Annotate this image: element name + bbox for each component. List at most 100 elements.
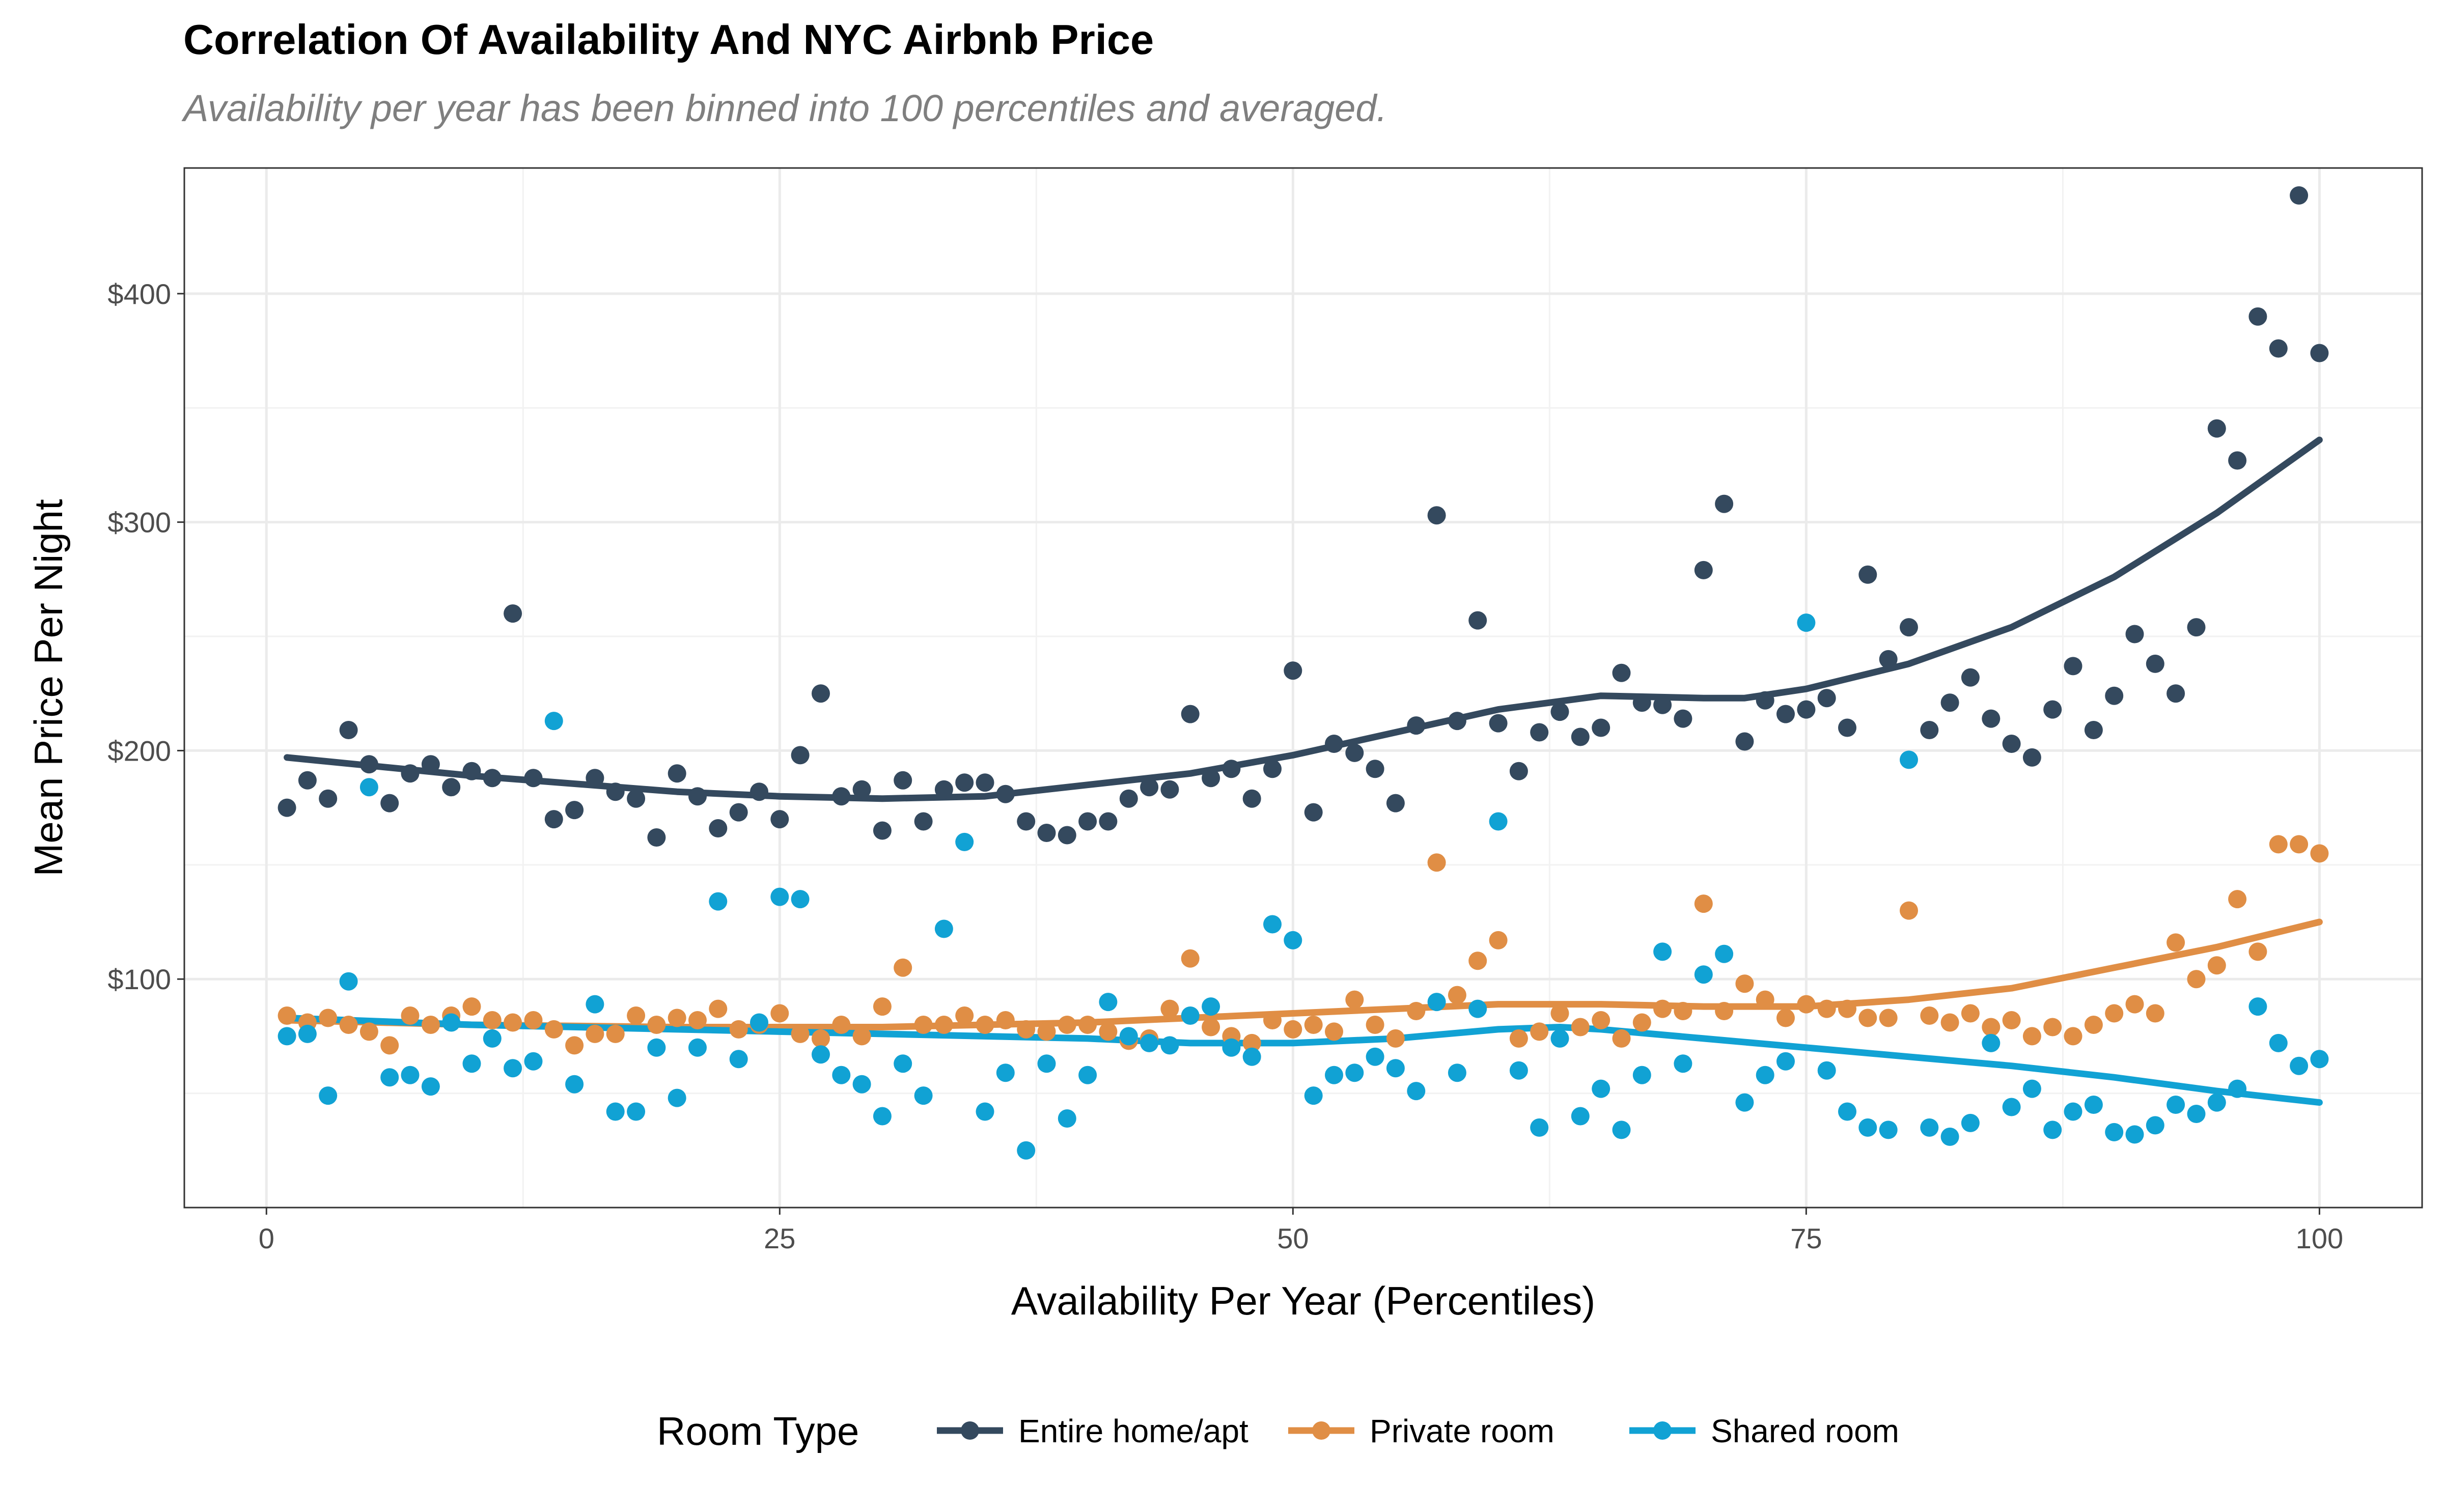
data-point [1694, 561, 1713, 579]
legend-label: Entire home/apt [1018, 1413, 1248, 1449]
data-point [1160, 780, 1179, 799]
data-point [1160, 1036, 1179, 1055]
data-point [976, 1016, 994, 1034]
data-point [934, 1016, 953, 1034]
data-point [1776, 1052, 1795, 1071]
data-point [359, 755, 378, 774]
data-point [1242, 1047, 1261, 1066]
data-point [1961, 668, 1980, 687]
data-point [339, 1016, 358, 1034]
data-point [2269, 835, 2288, 854]
data-point [709, 999, 728, 1018]
x-axis: 0 25 50 75 100 [259, 1208, 2343, 1254]
data-point [688, 787, 707, 806]
data-point [2310, 844, 2329, 863]
data-point [1509, 1029, 1528, 1048]
data-point [339, 721, 358, 739]
data-point [852, 1027, 871, 1046]
data-point [1982, 709, 2001, 728]
data-point [586, 995, 604, 1014]
data-point [1263, 1011, 1282, 1029]
data-point [1037, 824, 1056, 842]
data-point [688, 1011, 707, 1029]
data-point [2187, 970, 2206, 989]
data-point [1817, 1061, 1836, 1080]
data-point [1304, 803, 1323, 822]
data-point [791, 746, 810, 765]
data-point [1489, 812, 1508, 831]
data-point [709, 892, 728, 911]
data-point [2248, 997, 2267, 1016]
data-point [1263, 760, 1282, 778]
data-point [1530, 1118, 1549, 1137]
data-point [504, 1013, 522, 1032]
data-point [421, 755, 440, 774]
data-point [1099, 993, 1118, 1012]
data-point [2248, 942, 2267, 961]
data-point [832, 787, 851, 806]
data-point [1304, 1086, 1323, 1105]
data-point [770, 1004, 789, 1023]
data-point [1427, 506, 1446, 525]
data-point [1632, 1066, 1651, 1084]
y-tick-label: $300 [107, 507, 171, 539]
data-point [1592, 1079, 1610, 1098]
data-point [750, 1013, 768, 1032]
data-point [1345, 990, 1364, 1009]
data-point [2310, 344, 2329, 362]
data-point [1632, 693, 1651, 712]
data-point [1427, 993, 1446, 1012]
data-point [2022, 1079, 2041, 1098]
data-point [1900, 618, 1918, 637]
data-point [544, 810, 563, 829]
data-point [483, 769, 502, 788]
data-point [1489, 931, 1508, 949]
data-point [894, 958, 912, 977]
data-point [1858, 1118, 1877, 1137]
data-point [462, 1054, 481, 1073]
data-point [1202, 1018, 1220, 1037]
data-point [934, 780, 953, 799]
data-point [1653, 999, 1672, 1018]
plot-panel-border [183, 167, 2423, 1209]
data-point [852, 780, 871, 799]
data-point [401, 764, 420, 783]
data-point [1715, 494, 1734, 513]
data-point [359, 1022, 378, 1041]
x-tick-label: 75 [1790, 1222, 1822, 1254]
data-point [544, 1020, 563, 1039]
data-point [1345, 1063, 1364, 1082]
data-point [1940, 693, 1959, 712]
data-point [1099, 812, 1118, 831]
data-point [852, 1075, 871, 1094]
data-point [1612, 1029, 1631, 1048]
data-point [298, 771, 317, 790]
legend: Room Type Entire home/apt Private room Sha… [657, 1409, 1899, 1453]
y-tick-label: $200 [107, 735, 171, 767]
data-point [1017, 1141, 1036, 1160]
data-point [1140, 778, 1159, 797]
trend-line [284, 436, 2323, 802]
data-point [1407, 1002, 1426, 1020]
data-point [1920, 1118, 1939, 1137]
data-point [380, 794, 399, 813]
data-point [401, 1066, 420, 1084]
data-point [1982, 1018, 2001, 1037]
chart-subtitle: Availability per year has been binned in… [183, 87, 1387, 129]
data-point [1632, 1013, 1651, 1032]
data-point [1242, 789, 1261, 808]
data-point [2207, 956, 2226, 975]
data-point [873, 1107, 892, 1126]
chart-title: Correlation Of Availability And NYC Airb… [183, 16, 1154, 63]
data-point [1612, 1121, 1631, 1139]
data-point [1940, 1013, 1959, 1032]
data-point [976, 773, 994, 792]
data-point [2290, 835, 2309, 854]
data-point [2248, 307, 2267, 326]
data-point [380, 1068, 399, 1087]
data-point [1776, 1009, 1795, 1027]
data-point [1756, 990, 1774, 1009]
data-point [832, 1066, 851, 1084]
data-point [1078, 1016, 1097, 1034]
trend-line [284, 918, 2323, 1030]
